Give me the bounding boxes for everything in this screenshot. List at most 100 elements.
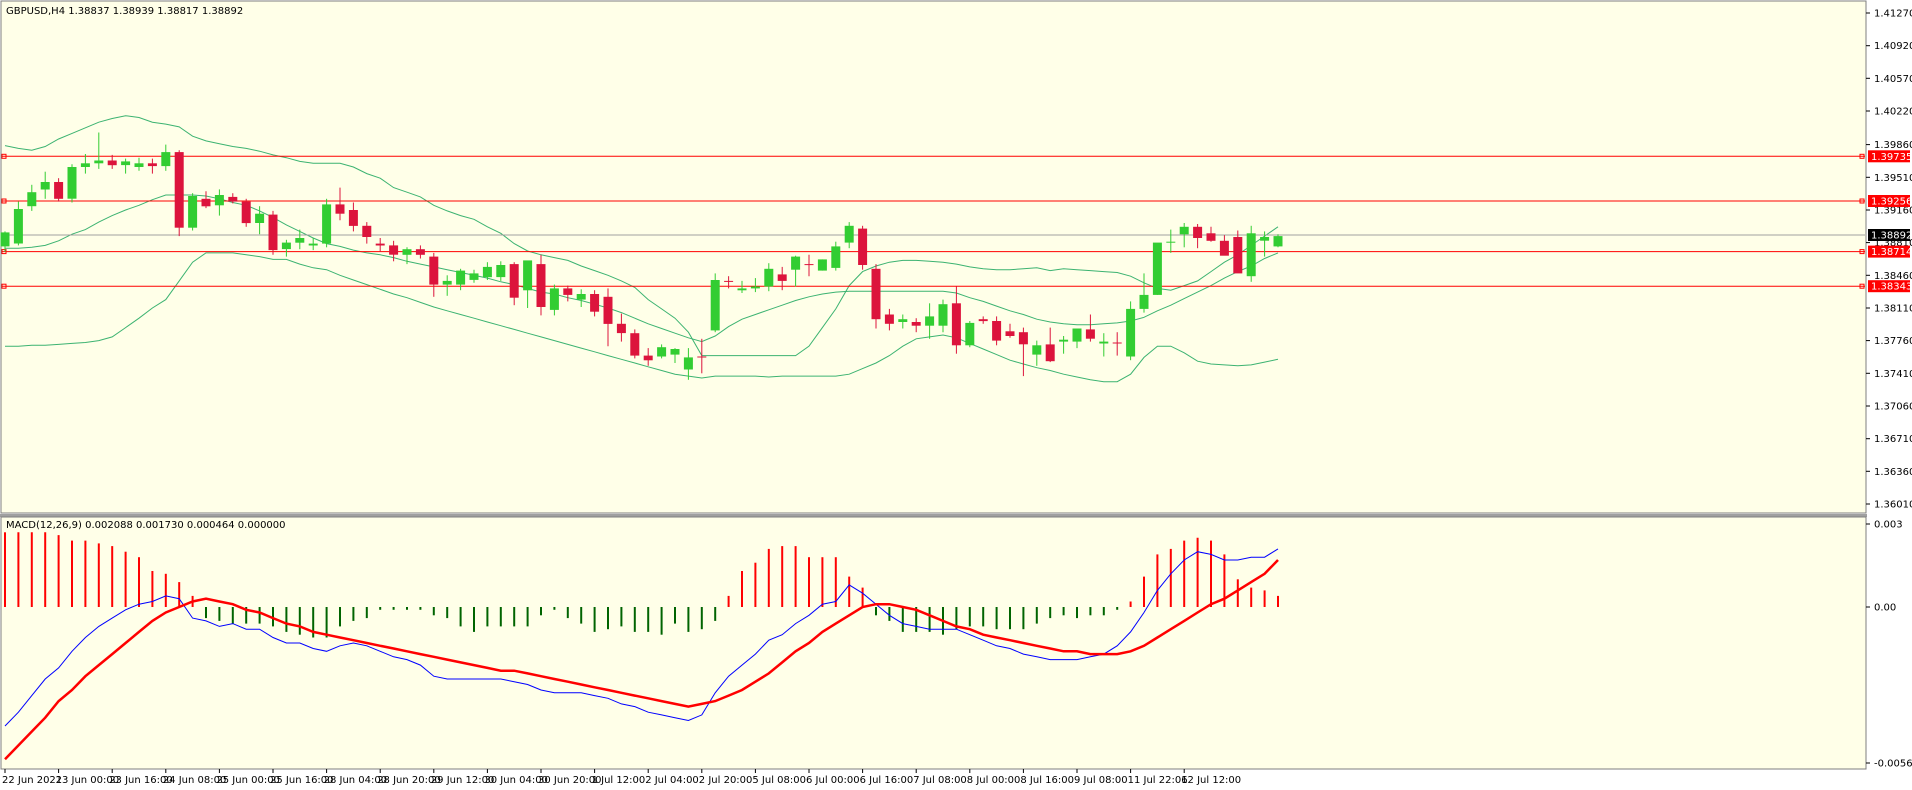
candle-body [657, 347, 667, 357]
candle-body [1219, 240, 1229, 256]
price-tag-box [1868, 229, 1910, 241]
candle-body [482, 266, 492, 278]
candle-body [1139, 294, 1149, 309]
candle-body [442, 280, 452, 285]
price-tick-label: 1.39160 [1874, 206, 1912, 217]
macd-tick-label: -0.005637 [1874, 759, 1912, 770]
candle-body [951, 303, 961, 346]
candle-body [670, 349, 680, 355]
time-tick-label: 8 Jul 16:00 [1020, 775, 1074, 786]
candle-body [281, 242, 291, 250]
time-tick-label: 2 Jul 20:00 [699, 775, 753, 786]
line-anchor-left [1, 283, 7, 289]
candle-body [496, 265, 506, 278]
horizontal-lines [1, 153, 1865, 289]
candle-body [13, 209, 23, 244]
line-anchor-right [1859, 198, 1865, 204]
candle-body [1045, 344, 1055, 362]
time-tick-label: 24 Jun 08:00 [163, 775, 227, 786]
time-tick-label: 6 Jul 00:00 [806, 775, 860, 786]
price-tick-label: 1.36360 [1874, 467, 1912, 478]
time-tick-label: 22 Jun 2021 [2, 775, 62, 786]
time-tick-label: 7 Jul 08:00 [913, 775, 967, 786]
candle-body [737, 288, 747, 291]
time-tick-label: 29 Jun 12:00 [431, 775, 495, 786]
price-tag-label: 1.38892 [1871, 231, 1912, 242]
candle-body [1112, 342, 1122, 344]
price-pane[interactable] [0, 0, 1867, 514]
time-tick-label: 28 Jun 04:00 [324, 775, 388, 786]
time-tick-label: 5 Jul 08:00 [752, 775, 806, 786]
candle-body [1260, 237, 1270, 241]
time-tick-label: 23 Jun 00:00 [56, 775, 120, 786]
time-tick-label: 25 Jun 00:00 [216, 775, 280, 786]
candle-body [121, 161, 131, 166]
candle-body [750, 286, 760, 289]
time-tick-label: 30 Jun 04:00 [484, 775, 548, 786]
price-tick-label: 1.40570 [1874, 74, 1912, 85]
candle-body [683, 357, 693, 370]
candle-body [1206, 233, 1216, 241]
candle-body [1032, 345, 1042, 355]
symbol-header: GBPUSD,H4 1.38837 1.38939 1.38817 1.3889… [6, 6, 243, 17]
macd-pane[interactable] [0, 516, 1867, 770]
time-tick-label: 12 Jul 12:00 [1181, 775, 1241, 786]
price-tags: 1.39735 1.39256 1.38892 1.38714 1.38343 [1868, 150, 1912, 293]
candle-body [1126, 308, 1136, 357]
time-tick-label: 23 Jun 16:00 [109, 775, 173, 786]
candle-body [134, 163, 144, 167]
candle-body [858, 228, 868, 265]
candle-body [255, 213, 265, 223]
candle-body [1099, 341, 1109, 344]
candle-body [871, 268, 881, 320]
candle-body [268, 214, 278, 251]
candle-body [1072, 328, 1082, 342]
candle-body [1085, 329, 1095, 339]
time-tick-label: 28 Jun 20:00 [377, 775, 441, 786]
candle-body [174, 152, 184, 228]
candle-body [777, 274, 787, 281]
candle-body [188, 196, 198, 228]
price-tick-label: 1.40920 [1874, 41, 1912, 52]
candle-body [576, 294, 586, 300]
candle-body [295, 238, 305, 243]
candle-body [630, 333, 640, 356]
candle-body [1179, 226, 1189, 235]
pane-separator[interactable] [0, 514, 1867, 517]
price-tick-label: 1.38810 [1874, 238, 1912, 249]
candle-body [563, 288, 573, 295]
macd-line [4, 548, 1279, 727]
candle-body [80, 163, 90, 167]
candle-body [389, 245, 399, 255]
time-tick-label: 9 Jul 08:00 [1074, 775, 1128, 786]
candle-body [925, 316, 935, 326]
line-anchor-right [1859, 283, 1865, 289]
candle-body [308, 243, 318, 246]
candle-body [67, 167, 77, 199]
time-tick-label: 6 Jul 16:00 [860, 775, 914, 786]
line-anchor-right [1859, 153, 1865, 159]
candle-body [469, 273, 479, 280]
price-tick-label: 1.37760 [1874, 336, 1912, 347]
price-axis: 1.41270 1.40920 1.40570 1.40220 1.39860 1.395… [1866, 9, 1912, 770]
candle-body [804, 264, 814, 266]
price-tick-label: 1.40220 [1874, 107, 1912, 118]
candle-body [965, 322, 975, 346]
price-tick-label: 1.39510 [1874, 173, 1912, 184]
price-tick-label: 1.36710 [1874, 434, 1912, 445]
candle-body [590, 294, 600, 312]
candle-body [1018, 332, 1028, 345]
time-tick-label: 25 Jun 16:00 [270, 775, 334, 786]
candle-body [362, 225, 372, 237]
candle-body [724, 280, 734, 282]
bb-upper-line [4, 115, 1279, 357]
candle-body [1059, 339, 1069, 342]
time-tick-label: 1 Jul 12:00 [592, 775, 646, 786]
candle-body [509, 264, 519, 298]
candle-body [335, 204, 345, 214]
candle-body [1005, 331, 1015, 336]
macd-indicator [4, 532, 1279, 761]
